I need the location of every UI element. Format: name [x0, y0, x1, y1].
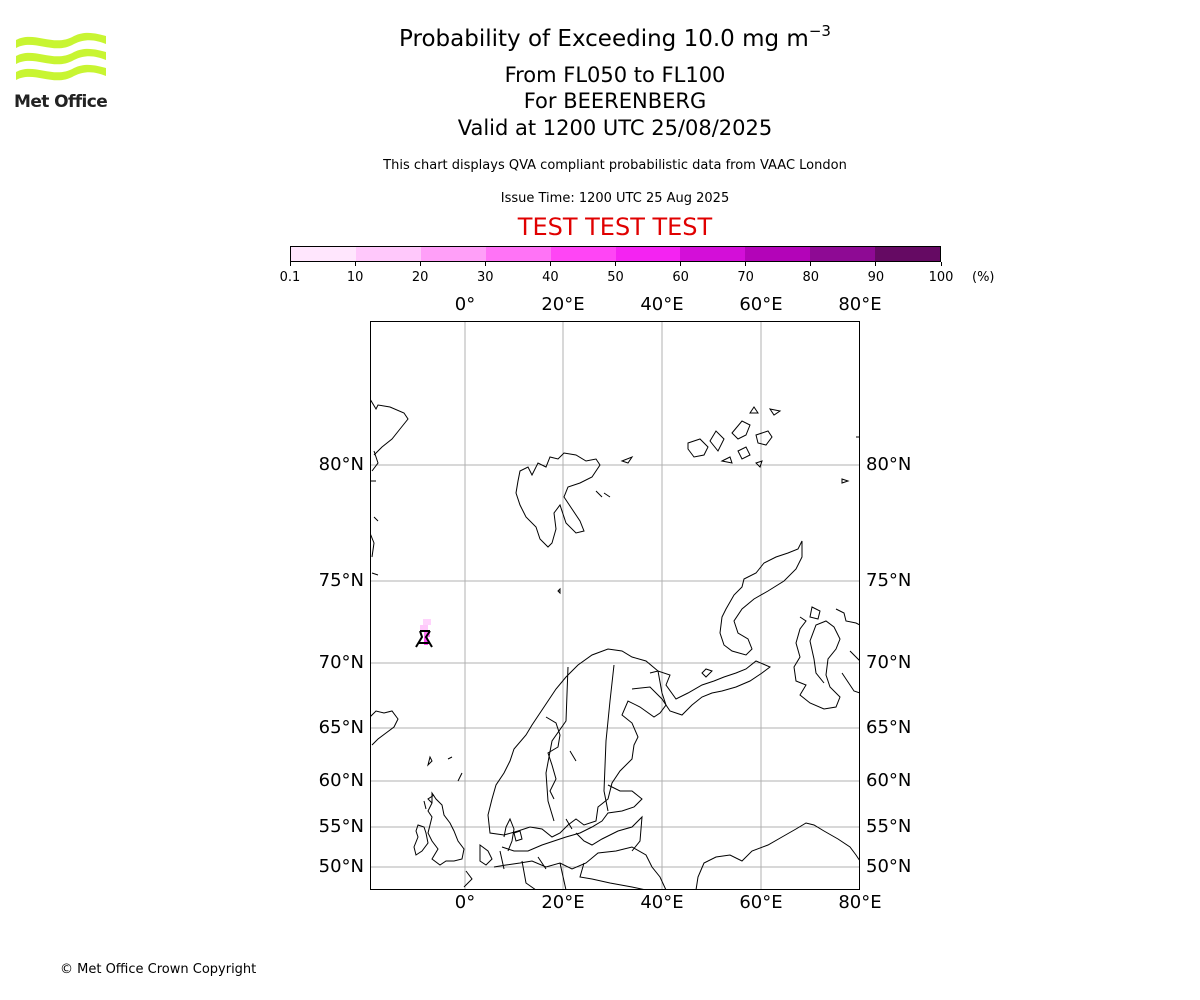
colorbar-tick-label: 100 — [928, 270, 954, 285]
latitude-label: 55°N — [318, 816, 364, 837]
flight-level-range: From FL050 to FL100 — [504, 63, 726, 87]
british-isles-coast — [413, 756, 465, 866]
scandinavia-coast — [487, 648, 667, 838]
latitude-label: 75°N — [318, 570, 364, 591]
latitude-label: 55°N — [866, 816, 912, 837]
colorbar-tick — [289, 262, 291, 266]
novaya-zemlya-coast — [719, 540, 803, 656]
greenland-coast — [370, 398, 409, 576]
chart-subtitle: This chart displays QVA compliant probab… — [383, 158, 847, 173]
latitude-label: 50°N — [318, 856, 364, 877]
colorbar-tick-label: 40 — [542, 270, 559, 285]
colorbar-tick-label: 90 — [867, 270, 885, 285]
colorbar-segment — [355, 247, 421, 261]
russia-arctic-coast — [793, 606, 860, 710]
probability-colorbar — [290, 246, 941, 262]
colorbar-segment — [810, 247, 876, 261]
colorbar-tick-label: 80 — [802, 270, 820, 285]
longitude-label: 20°E — [541, 294, 585, 315]
colorbar-segment — [485, 247, 551, 261]
latitude-label: 70°N — [318, 652, 364, 673]
latitude-label: 70°N — [866, 652, 912, 673]
colorbar-tick-label: 50 — [607, 270, 624, 285]
coastlines — [370, 398, 860, 890]
valid-time: Valid at 1200 UTC 25/08/2025 — [457, 116, 773, 140]
longitude-label: 20°E — [541, 892, 585, 913]
longitude-label: 0° — [454, 892, 476, 913]
colorbar-segment — [615, 247, 681, 261]
colorbar-segment — [420, 247, 486, 261]
longitude-label: 60°E — [739, 892, 783, 913]
colorbar-tick — [354, 262, 356, 266]
colorbar-segment — [680, 247, 746, 261]
colorbar-tick-label: 70 — [737, 270, 754, 285]
map-border — [370, 321, 860, 890]
longitude-label: 0° — [454, 294, 476, 315]
europe-mainland-coast — [463, 815, 667, 890]
map-panel — [370, 321, 860, 890]
volcano-icon — [415, 630, 433, 648]
latitude-label: 60°N — [318, 770, 364, 791]
ash-probability-10-20 — [420, 625, 428, 631]
longitude-label: 40°E — [640, 294, 684, 315]
issue-time: Issue Time: 1200 UTC 25 Aug 2025 — [500, 191, 730, 206]
longitude-label: 60°E — [739, 294, 783, 315]
russia-south-coast — [695, 822, 860, 890]
kola-coast — [631, 660, 771, 716]
franz-josef-land-coast — [620, 406, 860, 484]
baltic-coast — [501, 716, 643, 852]
volcano-marker — [415, 619, 433, 648]
colorbar-segment — [745, 247, 811, 261]
colorbar-unit: (%) — [972, 270, 995, 285]
svalbard-coast — [515, 452, 611, 548]
volcano-name: For BEERENBERG — [523, 89, 707, 113]
longitude-label: 80°E — [838, 294, 882, 315]
colorbar-tick — [615, 262, 616, 266]
denmark-coast — [503, 817, 523, 852]
met-office-waves-icon — [16, 32, 106, 81]
colorbar-tick — [484, 262, 486, 266]
chart-title: Probability of Exceeding 10.0 mg m−3 — [0, 22, 1200, 52]
colorbar-tick — [875, 262, 877, 266]
colorbar-tick — [419, 262, 421, 266]
colorbar-tick-label: 0.1 — [279, 270, 301, 285]
ash-probability-10-20-b — [423, 619, 431, 625]
iceland-coast — [370, 710, 399, 746]
colorbar-segment — [550, 247, 616, 261]
colorbar-tick-label: 10 — [346, 270, 364, 285]
bear-island-coast — [557, 587, 561, 595]
test-banner: TEST TEST TEST — [517, 213, 713, 241]
longitude-label: 80°E — [838, 892, 882, 913]
colorbar-tick — [680, 262, 682, 266]
latitude-label: 65°N — [318, 717, 364, 738]
latitude-label: 80°N — [866, 454, 912, 475]
latitude-label: 75°N — [866, 570, 912, 591]
colorbar-segment — [291, 247, 356, 261]
longitude-label: 40°E — [640, 892, 684, 913]
colorbar-tick — [940, 262, 942, 266]
colorbar-tick-label: 60 — [672, 270, 689, 285]
ash-probability-40-50 — [424, 637, 428, 645]
latitude-label: 60°N — [866, 770, 912, 791]
met-office-logo: Met Office — [14, 30, 108, 112]
colorbar-tick — [549, 262, 551, 266]
latitude-label: 80°N — [318, 454, 364, 475]
latitude-label: 50°N — [866, 856, 912, 877]
copyright-notice: © Met Office Crown Copyright — [60, 962, 257, 977]
logo-text: Met Office — [14, 92, 108, 112]
colorbar-segment — [875, 247, 941, 261]
colorbar-tick-label: 30 — [477, 270, 494, 285]
map-gridlines — [370, 321, 860, 890]
title-exponent: −3 — [808, 22, 831, 40]
latitude-label: 65°N — [866, 717, 912, 738]
colorbar-tick-label: 20 — [411, 270, 429, 285]
colorbar-tick — [810, 262, 812, 266]
colorbar-tick — [745, 262, 747, 266]
faroe-coast — [427, 755, 433, 767]
title-main-text: Probability of Exceeding 10.0 mg m — [399, 26, 809, 52]
